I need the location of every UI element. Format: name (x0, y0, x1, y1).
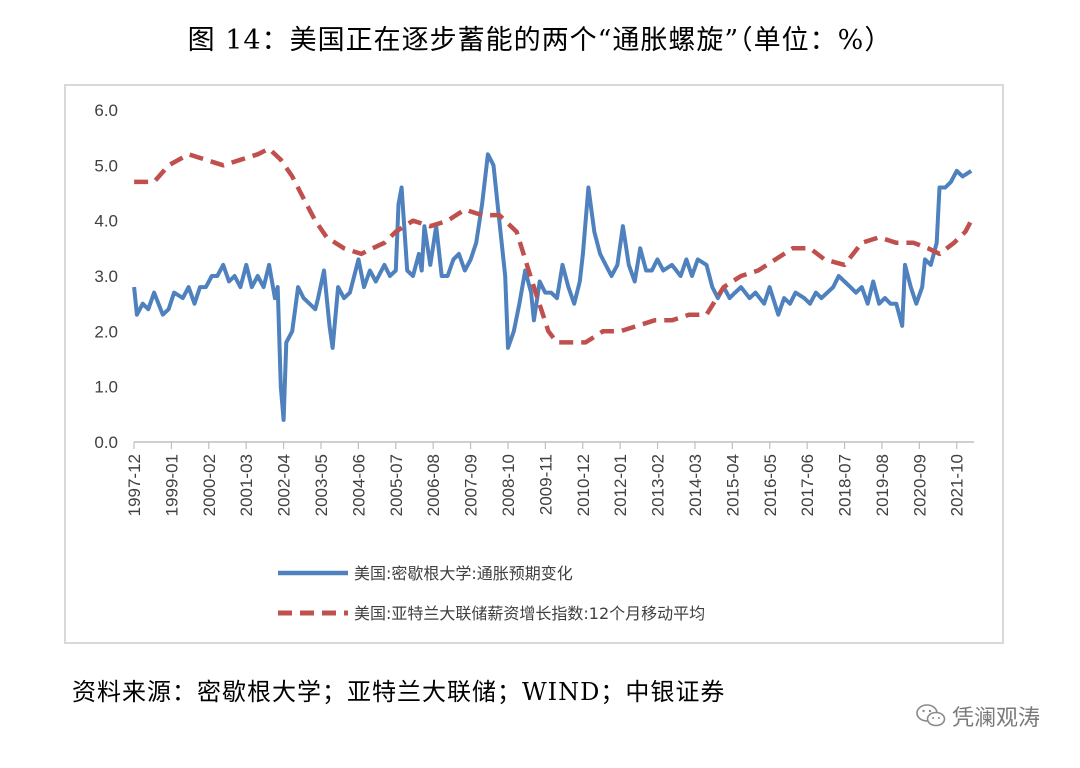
figure-title: 图 14：美国正在逐步蓄能的两个“通胀螺旋”（单位：%） (187, 25, 893, 56)
x-tick-label: 2021-10 (948, 454, 967, 516)
x-tick-label: 1999-01 (162, 454, 181, 516)
x-tick-label: 2009-11 (536, 454, 555, 515)
x-tick-label: 2020-09 (910, 454, 929, 516)
x-tick-label: 2008-10 (499, 454, 518, 516)
y-tick-label: 1.0 (94, 378, 118, 397)
x-tick-label: 2015-04 (723, 454, 742, 516)
chart-frame: 0.0 1.0 2.0 3.0 4.0 5.0 6.0 1997-12 1999-01 2000-… (64, 84, 1004, 644)
legend-label-2: 美国:亚特兰大联储薪资增长指数:12个月移动平均 (354, 604, 705, 623)
x-tick-label: 2003-05 (312, 454, 331, 516)
x-tick-label: 2000-02 (200, 454, 219, 516)
x-tick-label: 2014-03 (686, 454, 705, 516)
x-tick-label: 2013-02 (649, 454, 668, 516)
x-tick-label: 2001-03 (237, 454, 256, 516)
source-note: 资料来源：密歇根大学；亚特兰大联储；WIND；中银证券 (72, 678, 726, 706)
x-tick-label: 1997-12 (125, 454, 144, 516)
watermark-text: 凭澜观涛 (951, 706, 1040, 731)
x-tick-label: 2010-12 (574, 454, 593, 516)
x-tick-label: 2002-04 (275, 454, 294, 516)
series-line-2 (134, 146, 974, 345)
y-tick-label: 6.0 (94, 101, 118, 120)
x-tick-label: 2018-07 (836, 454, 855, 516)
x-tick-label: 2006-08 (424, 454, 443, 516)
x-tick-label: 2004-06 (349, 454, 368, 516)
x-tick-label: 2019-08 (873, 454, 892, 516)
legend-label-1: 美国:密歇根大学:通胀预期变化 (354, 564, 573, 583)
y-tick-label: 3.0 (94, 267, 118, 286)
y-tick-label: 4.0 (94, 212, 118, 231)
line-chart: 0.0 1.0 2.0 3.0 4.0 5.0 6.0 1997-12 1999-01 2000-… (94, 101, 974, 623)
x-tick-label: 2012-01 (611, 454, 630, 516)
x-tick-label: 2017-06 (798, 454, 817, 516)
y-tick-label: 2.0 (94, 322, 118, 341)
series-line-1 (132, 152, 973, 422)
wechat-icon (916, 704, 946, 727)
x-tick-label: 2016-05 (761, 454, 780, 516)
watermark: 凭澜观涛 (916, 700, 1040, 732)
y-tick-label: 0.0 (94, 433, 118, 452)
x-tick-label: 2005-07 (387, 454, 406, 516)
x-tick-label: 2007-09 (462, 454, 481, 516)
y-tick-label: 5.0 (94, 156, 118, 175)
